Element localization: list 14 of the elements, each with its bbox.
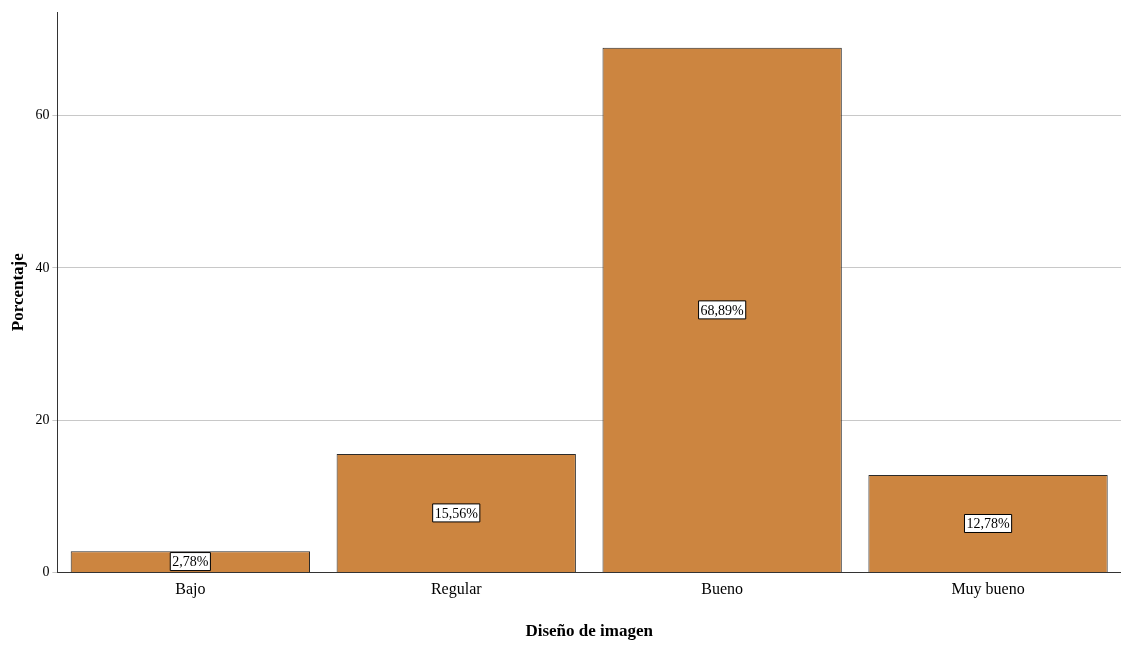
data-label: 68,89% — [700, 302, 745, 318]
y-tick-label: 0 — [42, 564, 50, 580]
x-tick-label: Bueno — [701, 580, 744, 598]
x-tick-label: Regular — [430, 580, 483, 599]
x-tick-label: Muy bueno — [951, 580, 1025, 599]
data-label: 15,56% — [434, 505, 479, 521]
y-axis-title: Porcentaje — [7, 252, 27, 332]
y-tick-label: 20 — [35, 411, 50, 427]
x-axis-title: Diseño de imagen — [525, 621, 654, 641]
data-label: 2,78% — [172, 554, 209, 570]
x-tick-label: Bajo — [175, 580, 206, 599]
data-label: 12,78% — [966, 516, 1010, 532]
y-tick-label: 40 — [35, 259, 50, 275]
y-tick-label: 60 — [35, 107, 50, 123]
